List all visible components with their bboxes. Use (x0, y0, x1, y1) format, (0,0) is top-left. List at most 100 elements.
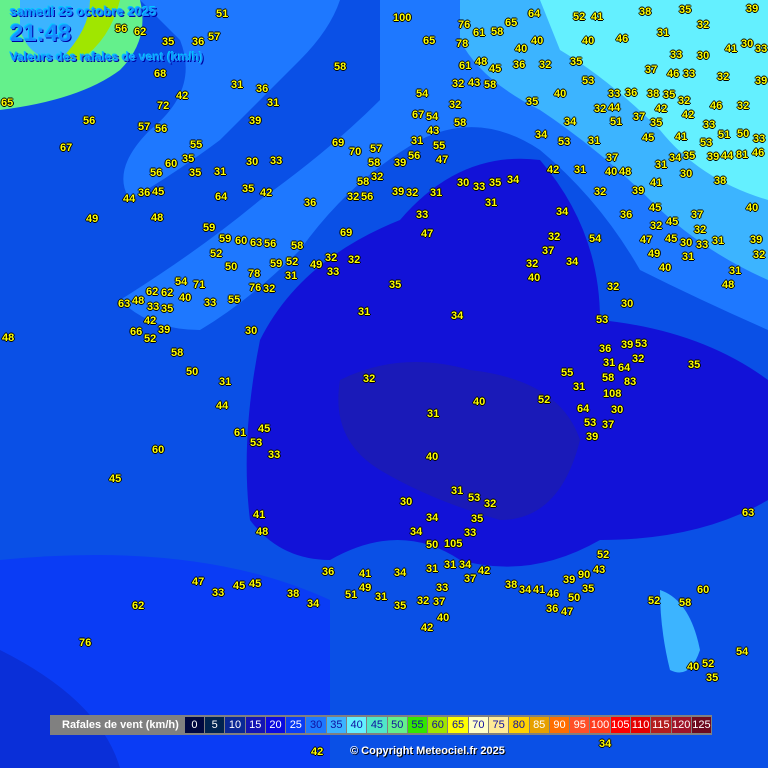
station-gust-value: 55 (228, 294, 241, 306)
station-gust-value: 36 (256, 83, 269, 95)
station-gust-value: 31 (574, 164, 587, 176)
station-gust-value: 64 (577, 403, 590, 415)
legend-swatch: 10 (225, 717, 245, 733)
station-gust-value: 45 (152, 186, 165, 198)
legend-title: Rafales de vent (km/h) (62, 719, 179, 731)
station-gust-value: 50 (186, 366, 199, 378)
station-gust-value: 35 (679, 4, 692, 16)
station-gust-value: 46 (752, 147, 765, 159)
legend-swatch: 125 (691, 717, 712, 733)
station-gust-value: 58 (334, 61, 347, 73)
station-gust-value: 32 (607, 281, 620, 293)
map-time: 21:48 (10, 20, 72, 47)
station-gust-value: 52 (286, 256, 299, 268)
station-gust-value: 39 (394, 157, 407, 169)
station-gust-value: 40 (528, 272, 541, 284)
station-gust-value: 33 (204, 297, 217, 309)
station-gust-value: 45 (666, 216, 679, 228)
station-gust-value: 31 (267, 97, 280, 109)
station-gust-value: 32 (594, 103, 607, 115)
station-gust-value: 34 (507, 174, 520, 186)
station-gust-value: 42 (547, 164, 560, 176)
station-gust-value: 39 (392, 186, 405, 198)
station-gust-value: 34 (556, 206, 569, 218)
station-gust-value: 39 (586, 431, 599, 443)
station-gust-value: 58 (291, 240, 304, 252)
station-gust-value: 33 (683, 68, 696, 80)
legend-swatch: 20 (265, 717, 286, 733)
station-gust-value: 35 (706, 672, 719, 684)
station-gust-value: 30 (400, 496, 413, 508)
station-gust-value: 76 (458, 19, 471, 31)
map-date: samedi 25 octobre 2025 (10, 4, 157, 19)
station-gust-value: 52 (538, 394, 551, 406)
station-gust-value: 49 (359, 582, 372, 594)
station-gust-value: 45 (489, 63, 502, 75)
station-gust-value: 31 (231, 79, 244, 91)
station-gust-value: 37 (464, 573, 477, 585)
station-gust-value: 63 (118, 298, 131, 310)
station-gust-value: 34 (394, 567, 407, 579)
station-gust-value: 40 (746, 202, 759, 214)
station-gust-value: 66 (130, 326, 143, 338)
station-gust-value: 42 (144, 315, 157, 327)
station-gust-value: 32 (452, 78, 465, 90)
station-gust-value: 59 (219, 233, 232, 245)
station-gust-value: 45 (258, 423, 271, 435)
station-gust-value: 34 (426, 512, 439, 524)
station-gust-value: 44 (608, 102, 621, 114)
station-gust-value: 32 (717, 71, 730, 83)
station-gust-value: 32 (737, 100, 750, 112)
station-gust-value: 67 (412, 109, 425, 121)
station-gust-value: 40 (426, 451, 439, 463)
station-gust-value: 33 (147, 301, 160, 313)
legend-swatch: 70 (468, 717, 488, 733)
station-gust-value: 32 (526, 258, 539, 270)
station-gust-value: 42 (176, 90, 189, 102)
station-gust-value: 32 (325, 252, 338, 264)
station-gust-value: 58 (602, 372, 615, 384)
station-gust-value: 62 (161, 287, 174, 299)
station-gust-value: 40 (515, 43, 528, 55)
legend-swatch: 105 (610, 717, 630, 733)
station-gust-value: 40 (687, 661, 700, 673)
station-gust-value: 53 (250, 437, 263, 449)
legend-swatch: 5 (205, 717, 225, 733)
station-gust-value: 48 (256, 526, 269, 538)
station-gust-value: 35 (182, 153, 195, 165)
station-gust-value: 51 (216, 8, 229, 20)
station-gust-value: 31 (485, 197, 498, 209)
station-gust-value: 32 (363, 373, 376, 385)
station-gust-value: 40 (437, 612, 450, 624)
station-gust-value: 41 (650, 177, 663, 189)
station-gust-value: 53 (558, 136, 571, 148)
station-gust-value: 65 (1, 97, 14, 109)
station-gust-value: 36 (625, 87, 638, 99)
legend-swatch: 50 (387, 717, 407, 733)
station-gust-value: 36 (138, 187, 151, 199)
station-gust-value: 34 (410, 526, 423, 538)
station-gust-value: 41 (533, 584, 546, 596)
station-gust-value: 31 (657, 27, 670, 39)
station-gust-value: 58 (357, 176, 370, 188)
station-gust-value: 47 (561, 606, 574, 618)
station-gust-value: 38 (639, 6, 652, 18)
station-gust-value: 65 (423, 35, 436, 47)
station-gust-value: 33 (270, 155, 283, 167)
station-gust-value: 59 (203, 222, 216, 234)
station-gust-value: 65 (505, 17, 518, 29)
station-gust-value: 42 (655, 103, 668, 115)
station-gust-value: 57 (138, 121, 151, 133)
station-gust-value: 64 (215, 191, 228, 203)
station-gust-value: 76 (79, 637, 92, 649)
legend-swatch: 40 (347, 717, 367, 733)
legend-swatch: 45 (367, 717, 387, 733)
station-gust-value: 78 (456, 38, 469, 50)
station-gust-value: 30 (611, 404, 624, 416)
station-gust-value: 34 (669, 152, 682, 164)
station-gust-value: 35 (683, 150, 696, 162)
station-gust-value: 54 (736, 646, 749, 658)
station-gust-value: 30 (621, 298, 634, 310)
station-gust-value: 39 (621, 339, 634, 351)
station-gust-value: 50 (737, 128, 750, 140)
